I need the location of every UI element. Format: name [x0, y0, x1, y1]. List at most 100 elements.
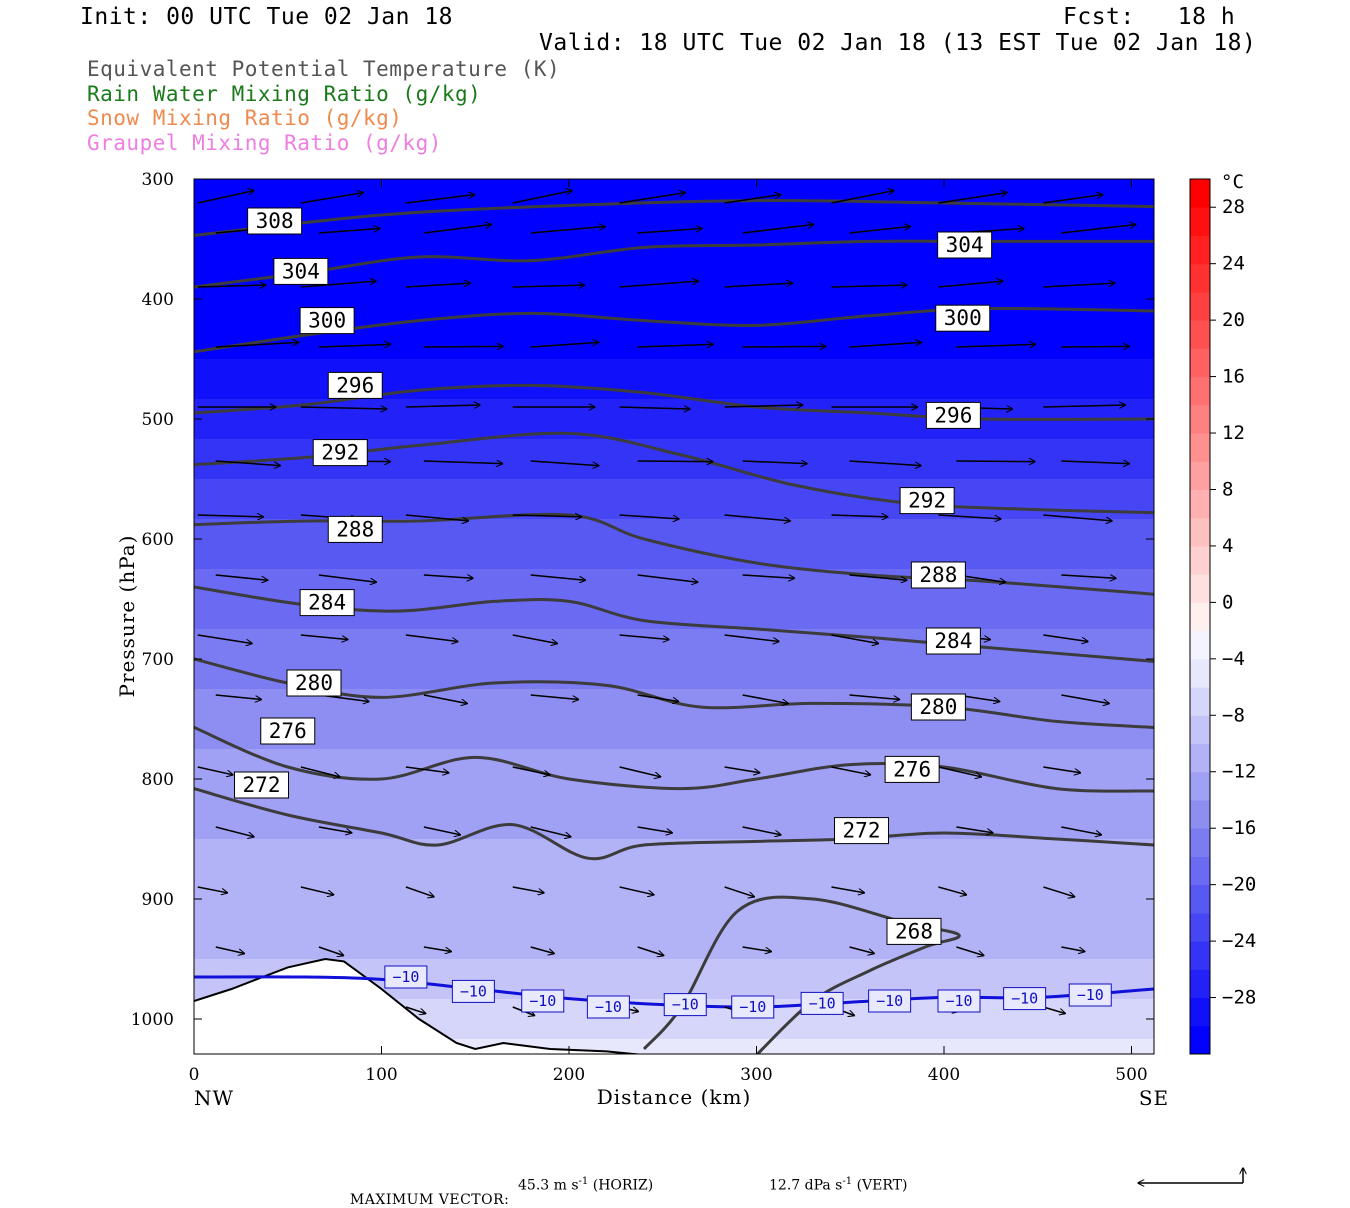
wind-vector — [318, 229, 380, 234]
theta-e-label-text: 296 — [336, 373, 374, 397]
contour-labels: 308 304 304 300 300 296 296 292 292 288 288 284 284 2… — [234, 207, 1112, 1019]
temperature-band — [194, 864, 1154, 870]
label-box — [1003, 987, 1047, 1011]
wind-vector — [405, 634, 458, 642]
temperature-band — [194, 839, 1154, 845]
temperature-label: −10 — [663, 993, 707, 1017]
wind-vector — [530, 574, 586, 580]
y-tick-label: 1000 — [131, 1010, 174, 1030]
colorbar-label: 24 — [1222, 253, 1245, 275]
axes: 0 100 200 300 400 500 300 400 500 600 700 800 900 100… — [131, 170, 1154, 1085]
temperature-band — [194, 494, 1154, 500]
temperature-label-text: −10 — [945, 992, 972, 1010]
label-box — [312, 439, 368, 467]
wind-vector — [938, 281, 1002, 288]
temperature-band — [194, 819, 1154, 825]
wind-vector — [215, 694, 262, 700]
wind-vector — [742, 225, 814, 234]
temperature-label-text: −10 — [595, 998, 622, 1016]
colorbar-label: 16 — [1222, 366, 1245, 388]
wind-vector — [1061, 946, 1084, 952]
colorbar-band — [1190, 1025, 1210, 1055]
temperature-band — [194, 404, 1154, 410]
temperature-band — [194, 689, 1154, 695]
wind-vector — [956, 826, 992, 833]
colorbar-band — [1190, 771, 1210, 801]
colorbar-band — [1190, 235, 1210, 265]
temperature-band — [194, 759, 1154, 765]
forecast-hour: Fcst: 18 h — [1063, 4, 1236, 30]
wind-vector — [423, 694, 467, 704]
wind-vector — [197, 285, 266, 287]
colorbar-band — [1190, 997, 1210, 1027]
wind-vector — [1061, 461, 1129, 464]
label-box — [286, 669, 342, 697]
temperature-band — [194, 624, 1154, 630]
temperature-band — [194, 924, 1154, 930]
wind-vector — [512, 634, 557, 644]
theta-e-label-text: 308 — [256, 209, 294, 233]
wind-vector — [300, 407, 387, 409]
label-box — [273, 257, 329, 285]
temperature-band — [194, 674, 1154, 680]
wind-vector — [215, 946, 245, 954]
temperature-band — [194, 429, 1154, 435]
wind-vector — [512, 285, 585, 287]
temperature-label: −10 — [731, 995, 775, 1019]
theta-e-label-292: 292 — [899, 487, 955, 515]
theta-e-label-292: 292 — [312, 439, 368, 467]
temperature-band — [194, 779, 1154, 785]
wind-vector — [300, 634, 348, 640]
temperature-band — [194, 329, 1154, 335]
temperature-band — [194, 769, 1154, 775]
wind-vector — [215, 574, 268, 580]
theta-e-label-272: 272 — [834, 817, 889, 845]
temperature-band — [194, 984, 1154, 990]
x-tick-label: 200 — [553, 1065, 585, 1085]
temperature-band — [194, 1019, 1154, 1025]
temperature-label-text: −10 — [529, 992, 556, 1010]
temperature-band — [194, 489, 1154, 495]
temperature-label: −10 — [868, 989, 912, 1013]
colorbar-label: 4 — [1222, 535, 1233, 557]
temperature-band — [194, 639, 1154, 645]
colorbar-label: 8 — [1222, 478, 1233, 500]
temperature-band — [194, 724, 1154, 730]
temperature-band — [194, 1044, 1154, 1050]
colorbar-band — [1190, 884, 1210, 914]
wind-vector — [724, 634, 779, 642]
theta-e-label-280: 280 — [286, 669, 342, 697]
theta-e-label-300: 300 — [299, 307, 355, 335]
temperature-label: −10 — [521, 989, 565, 1013]
wind-vector — [637, 229, 702, 234]
temperature-band — [194, 504, 1154, 510]
colorbar-band — [1190, 320, 1210, 349]
wind-vector — [1043, 766, 1080, 773]
label-box — [910, 693, 966, 721]
y-tick-label: 500 — [142, 410, 174, 430]
temperature-band — [194, 954, 1154, 960]
temperature-band — [194, 874, 1154, 880]
y-tick-label: 700 — [142, 650, 174, 670]
temperature-label-text: −10 — [392, 968, 419, 986]
colorbar-band — [1190, 433, 1210, 462]
wind-vector — [423, 461, 503, 464]
wind-vector — [300, 766, 340, 777]
wind-vector — [831, 886, 865, 893]
wind-vector — [215, 342, 299, 348]
temperature-band — [194, 949, 1154, 955]
theta-e-label-text: 276 — [893, 757, 931, 781]
temperature-band — [194, 609, 1154, 615]
temperature-label: −10 — [586, 995, 630, 1019]
temperature-label-text: −10 — [460, 982, 487, 1000]
wind-vector — [1043, 514, 1112, 521]
label-box — [586, 995, 630, 1019]
wind-vector — [530, 227, 605, 234]
theta-e-label-304: 304 — [273, 257, 329, 285]
temperature-band — [194, 879, 1154, 885]
temperature-band — [194, 734, 1154, 740]
y-tick-label: 300 — [142, 170, 174, 190]
init-time: Init: 00 UTC Tue 02 Jan 18 — [80, 4, 454, 30]
wind-vector — [724, 405, 803, 407]
